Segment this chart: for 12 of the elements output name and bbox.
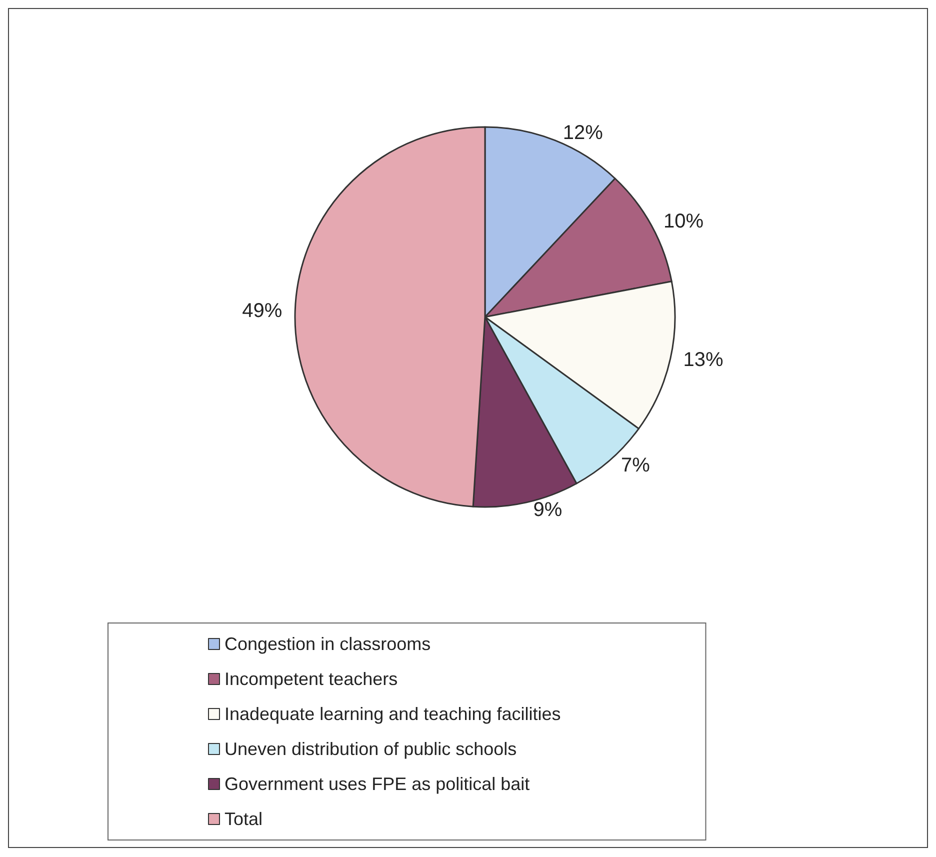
legend-label: Congestion in classrooms — [224, 634, 431, 654]
data-label: 7% — [620, 454, 650, 477]
legend-label: Uneven distribution of public schools — [224, 739, 517, 759]
legend-label: Inadequate learning and teaching facilities — [224, 704, 561, 724]
data-label: 13% — [683, 349, 724, 372]
data-label: 10% — [664, 210, 704, 233]
legend-label: Total — [224, 809, 263, 829]
data-label: 9% — [533, 499, 562, 522]
data-label: 49% — [242, 300, 282, 322]
legend-label: Incompetent teachers — [224, 669, 398, 689]
legend-label: Government uses FPE as political bait — [224, 774, 530, 794]
data-label: 12% — [562, 122, 604, 144]
